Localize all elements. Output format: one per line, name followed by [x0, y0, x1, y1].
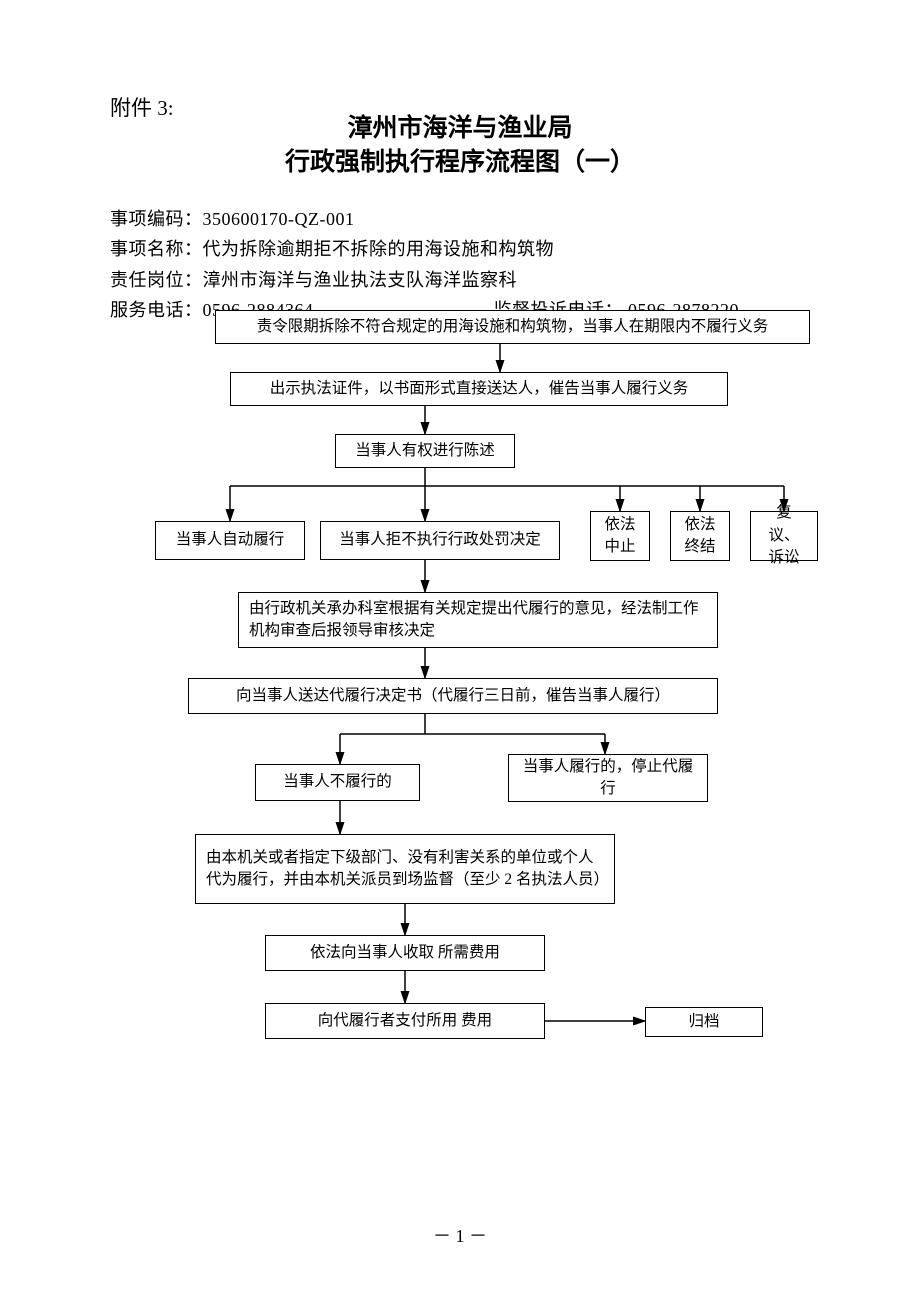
- page-number: － 1 －: [0, 1222, 920, 1248]
- page: 附件 3: 漳州市海洋与渔业局 行政强制执行程序流程图（一） 事项编码： 350…: [0, 0, 920, 1302]
- flow-node-n8: 由本机关或者指定下级部门、没有利害关系的单位或个人代为履行，并由本机关派员到场监…: [195, 834, 615, 904]
- flowchart: 责令限期拆除不符合规定的用海设施和构筑物，当事人在期限内不履行义务出示执法证件，…: [110, 310, 850, 1160]
- flow-node-n7b: 当事人履行的，停止代履行: [508, 754, 708, 802]
- flow-node-n4b: 当事人拒不执行行政处罚决定: [320, 521, 560, 560]
- flow-node-n6: 向当事人送达代履行决定书（代履行三日前，催告当事人履行）: [188, 678, 718, 714]
- meta-code: 事项编码： 350600170-QZ-001: [110, 204, 810, 235]
- meta-code-label: 事项编码：: [110, 204, 203, 235]
- flow-node-n1: 责令限期拆除不符合规定的用海设施和构筑物，当事人在期限内不履行义务: [215, 310, 810, 344]
- title-line-1: 漳州市海洋与渔业局: [110, 112, 810, 146]
- flow-node-n4d: 依法 终结: [670, 511, 730, 561]
- flow-node-n7a: 当事人不履行的: [255, 764, 420, 801]
- meta-post: 责任岗位： 漳州市海洋与渔业执法支队海洋监察科: [110, 265, 810, 296]
- flow-node-n4e: 复议、 诉讼: [750, 511, 818, 561]
- meta-code-value: 350600170-QZ-001: [203, 204, 355, 235]
- attachment-label: 附件 3:: [110, 92, 174, 122]
- meta-name-value: 代为拆除逾期拒不拆除的用海设施和构筑物: [203, 234, 555, 265]
- meta-name: 事项名称： 代为拆除逾期拒不拆除的用海设施和构筑物: [110, 234, 810, 265]
- flow-node-n9: 依法向当事人收取 所需费用: [265, 935, 545, 971]
- title-line-2: 行政强制执行程序流程图（一）: [110, 146, 810, 180]
- meta-post-label: 责任岗位：: [110, 265, 203, 296]
- flow-node-n5: 由行政机关承办科室根据有关规定提出代履行的意见，经法制工作机构审查后报领导审核决…: [238, 592, 718, 648]
- flow-node-n10: 向代履行者支付所用 费用: [265, 1003, 545, 1039]
- page-title: 漳州市海洋与渔业局 行政强制执行程序流程图（一）: [110, 112, 810, 180]
- flow-node-n3: 当事人有权进行陈述: [335, 434, 515, 468]
- flow-node-n2: 出示执法证件，以书面形式直接送达人，催告当事人履行义务: [230, 372, 728, 406]
- flow-node-n4a: 当事人自动履行: [155, 521, 305, 560]
- flow-node-n4c: 依法 中止: [590, 511, 650, 561]
- meta-name-label: 事项名称：: [110, 234, 203, 265]
- flow-node-n11: 归档: [645, 1007, 763, 1037]
- meta-block: 事项编码： 350600170-QZ-001 事项名称： 代为拆除逾期拒不拆除的…: [110, 204, 810, 326]
- meta-post-value: 漳州市海洋与渔业执法支队海洋监察科: [203, 265, 518, 296]
